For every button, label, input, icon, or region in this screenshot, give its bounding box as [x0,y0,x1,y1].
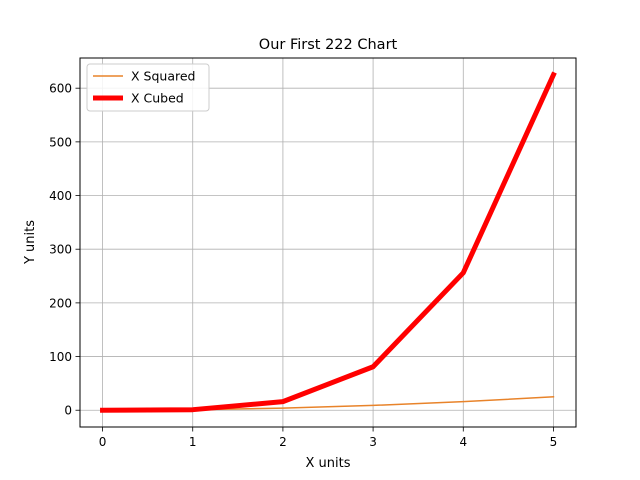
y-tick-label: 0 [64,404,72,418]
series-line-x-cubed [100,71,557,413]
grid-layer [80,58,576,427]
series-layer [100,71,557,413]
y-tick-label: 400 [49,189,72,203]
x-tick-label: 2 [279,435,287,449]
x-tick-label: 1 [189,435,197,449]
legend-label: X Cubed [131,91,184,106]
legend-label: X Squared [131,69,195,84]
x-tick-label: 3 [369,435,377,449]
y-tick-label: 200 [49,296,72,310]
y-tick-label: 100 [49,350,72,364]
x-axis-label: X units [306,456,351,471]
x-tick-label: 4 [459,435,467,449]
ticks-layer: 0 1 2 3 4 5 0 100 200 300 400 500 600 [49,82,557,449]
y-axis-label: Y units [23,220,38,265]
y-tick-label: 600 [49,82,72,96]
legend: X Squared X Cubed [86,63,210,112]
x-tick-label: 5 [550,435,558,449]
chart-title: Our First 222 Chart [259,37,398,53]
plot-frame [79,57,577,428]
y-tick-label: 500 [49,135,72,149]
x-tick-label: 0 [99,435,107,449]
y-tick-label: 300 [49,243,72,257]
